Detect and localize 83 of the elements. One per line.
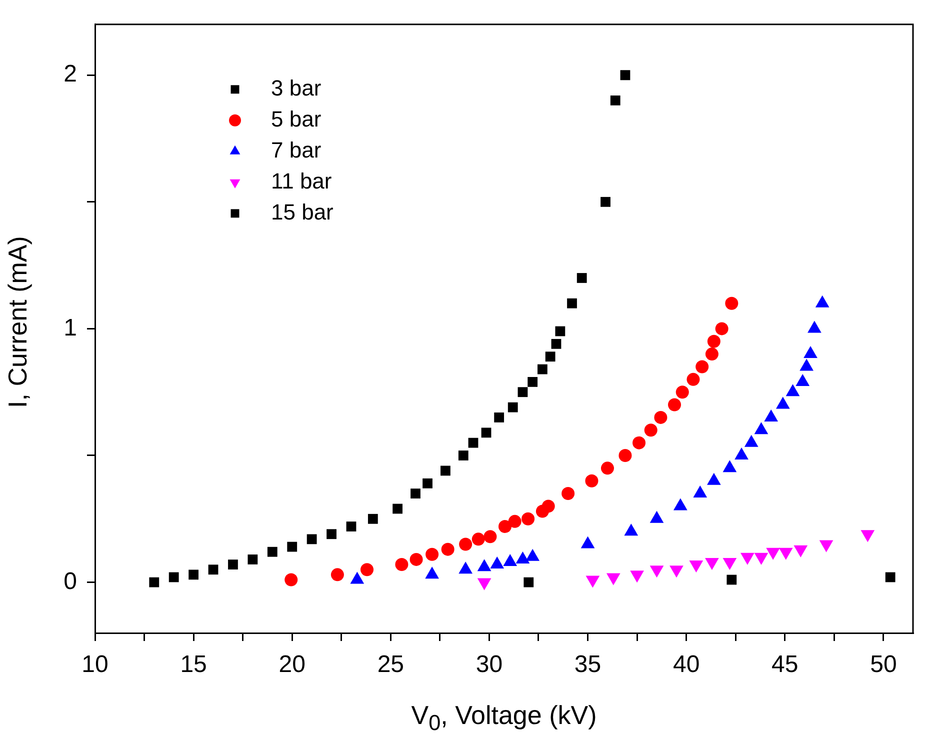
point — [494, 412, 504, 422]
point — [472, 532, 485, 546]
point — [551, 338, 562, 349]
point — [654, 410, 668, 424]
x-axis-title: V$_{0}$, Voltage (kV) — [410, 700, 598, 736]
point — [618, 448, 632, 462]
legend-label: 15 bar — [271, 199, 334, 224]
point — [481, 428, 492, 438]
legend-label: 3 bar — [271, 75, 322, 100]
point — [410, 552, 423, 566]
x-tick-label: 30 — [476, 651, 503, 678]
point — [686, 372, 700, 386]
x-tick-label: 35 — [574, 651, 602, 678]
point — [395, 558, 408, 572]
point — [600, 462, 614, 475]
point — [696, 360, 709, 374]
point — [168, 572, 179, 582]
point — [458, 450, 468, 460]
x-tick-label: 40 — [672, 651, 700, 678]
point — [524, 577, 534, 588]
point — [228, 560, 238, 570]
point — [705, 348, 718, 361]
point — [585, 474, 598, 488]
point — [555, 326, 566, 336]
point — [620, 70, 630, 80]
point — [410, 488, 420, 498]
point — [149, 577, 160, 588]
point — [498, 520, 512, 533]
point — [248, 554, 258, 564]
point — [576, 273, 587, 283]
point — [715, 322, 728, 336]
point — [330, 568, 344, 582]
point — [508, 402, 518, 412]
point — [368, 514, 378, 524]
point — [644, 424, 658, 437]
point — [542, 500, 555, 513]
x-tick-label: 20 — [278, 651, 306, 678]
point — [610, 96, 620, 106]
point — [188, 570, 199, 580]
point — [468, 438, 478, 448]
x-tick-label: 50 — [870, 651, 897, 678]
point — [440, 466, 450, 476]
point — [267, 546, 278, 557]
point — [707, 334, 720, 348]
point — [537, 364, 548, 374]
point — [508, 514, 522, 528]
y-tick-label: 2 — [64, 60, 77, 88]
y-tick-label: 0 — [64, 568, 77, 595]
x-tick-label: 45 — [772, 651, 798, 678]
x-tick-label: 15 — [180, 651, 207, 678]
point — [360, 563, 374, 576]
point — [522, 512, 535, 526]
point — [725, 296, 738, 310]
point — [441, 542, 454, 556]
point — [422, 478, 432, 488]
point — [208, 564, 218, 575]
point — [726, 574, 737, 585]
point — [484, 530, 497, 544]
point — [885, 572, 896, 582]
point — [306, 534, 317, 544]
point — [676, 386, 689, 399]
point — [600, 196, 610, 207]
y-tick-label: 1 — [64, 314, 77, 342]
point — [562, 487, 575, 500]
point — [528, 377, 538, 387]
point — [426, 548, 439, 561]
y-axis-title: I, Current (mA) — [2, 236, 34, 408]
point — [284, 573, 298, 586]
point — [632, 436, 646, 450]
point — [668, 398, 681, 412]
point — [518, 387, 528, 398]
point — [567, 298, 577, 308]
point — [459, 538, 472, 551]
point — [346, 522, 356, 532]
x-tick-label: 25 — [377, 651, 404, 678]
point — [287, 542, 298, 552]
legend-label: 11 bar — [271, 168, 332, 194]
point — [392, 504, 403, 514]
point — [326, 529, 336, 540]
legend-label: 5 bar — [271, 106, 322, 132]
legend-label: 7 bar — [271, 137, 322, 162]
x-tick-label: 10 — [82, 651, 108, 678]
point — [545, 352, 556, 362]
